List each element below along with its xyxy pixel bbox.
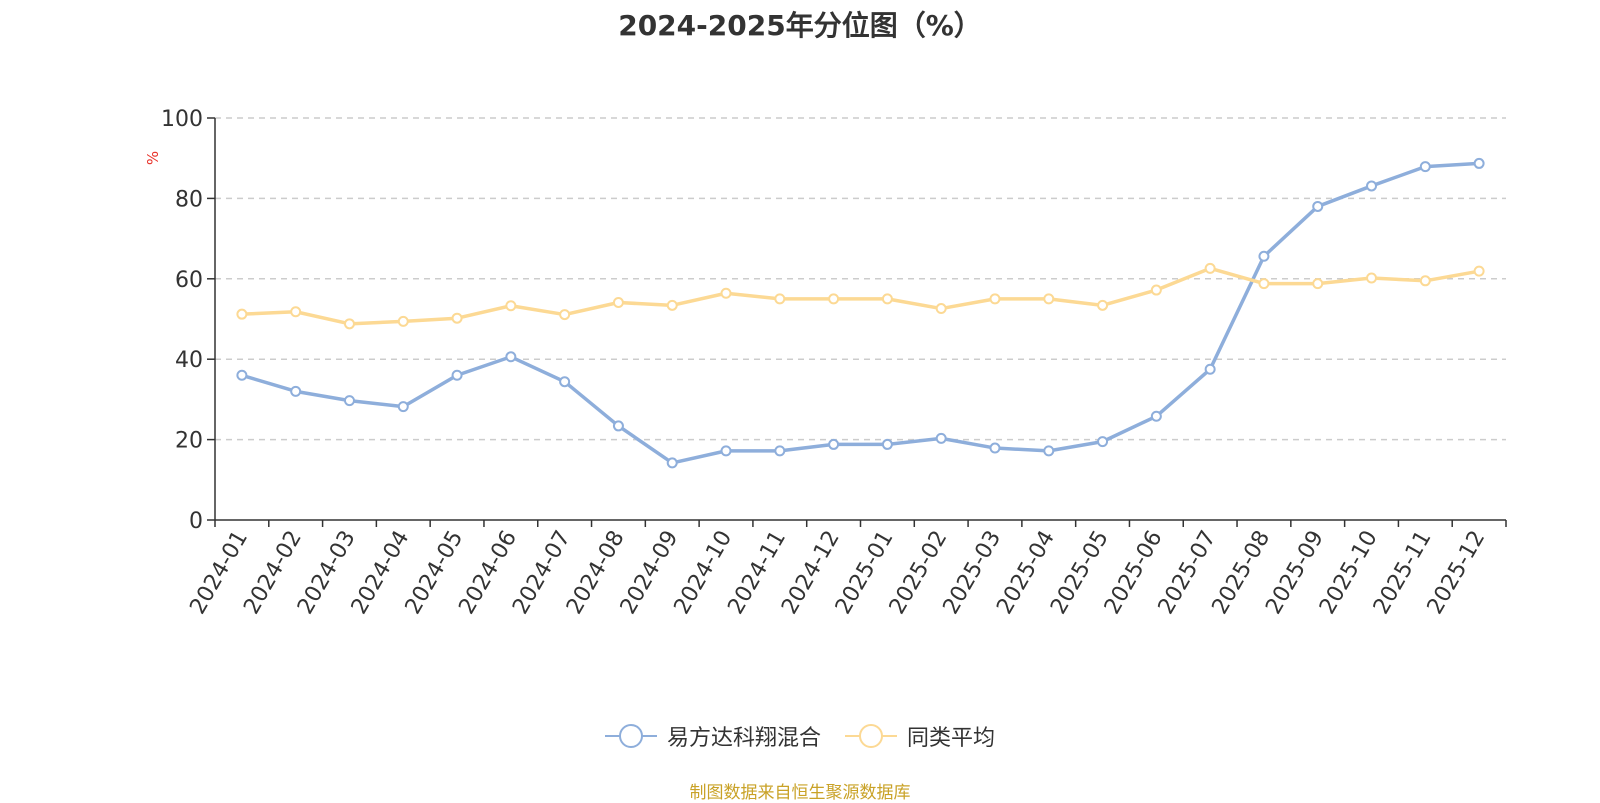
y-tick-label: 100 [161,107,203,132]
y-tick-label: 40 [175,348,203,373]
legend-swatch-series-2 [845,724,897,748]
data-point-series-1[interactable] [1204,363,1216,375]
data-point-series-2[interactable] [559,309,571,321]
series-line-2 [240,266,1481,326]
legend-item-series-1[interactable]: 易方达科翔混合 [604,720,821,752]
data-point-series-1[interactable] [559,376,571,388]
series-line-1 [240,161,1481,465]
y-tick-label: 60 [175,268,203,293]
data-point-series-1[interactable] [1097,436,1109,448]
data-point-series-2[interactable] [397,315,409,327]
y-tick-label: 20 [175,429,203,454]
data-point-series-2[interactable] [451,312,463,324]
data-point-series-2[interactable] [720,287,732,299]
data-point-series-2[interactable] [1366,272,1378,284]
data-point-series-1[interactable] [343,395,355,407]
data-points [236,157,1485,469]
data-point-series-2[interactable] [505,300,517,312]
y-tick-label: 0 [189,509,203,534]
data-point-series-2[interactable] [343,318,355,330]
data-point-series-1[interactable] [1258,250,1270,262]
data-point-series-1[interactable] [774,445,786,457]
axes: 020406080100%2024-012024-022024-032024-0… [144,107,1507,619]
data-point-series-1[interactable] [1312,200,1324,212]
data-point-series-2[interactable] [1312,278,1324,290]
y-axis-label: % [144,151,162,165]
data-point-series-2[interactable] [828,293,840,305]
data-point-series-1[interactable] [720,445,732,457]
grid-lines [215,117,1506,441]
series-lines [240,161,1481,465]
data-point-series-1[interactable] [989,442,1001,454]
data-point-series-1[interactable] [1419,161,1431,173]
data-point-series-2[interactable] [1473,265,1485,277]
y-tick-label: 80 [175,187,203,212]
legend-label-series-2: 同类平均 [907,726,996,751]
data-point-series-2[interactable] [1258,278,1270,290]
data-point-series-2[interactable] [935,303,947,315]
data-point-series-2[interactable] [1204,262,1216,274]
data-point-series-2[interactable] [236,308,248,320]
legend-label-series-1: 易方达科翔混合 [666,726,821,751]
data-point-series-2[interactable] [1043,293,1055,305]
chart-title: 2024-2025年分位图（%） [618,9,982,42]
legend-swatch-series-1 [604,724,657,748]
data-point-series-1[interactable] [828,438,840,450]
data-point-series-1[interactable] [236,369,248,381]
source-note: 制图数据来自恒生聚源数据库 [689,783,911,803]
data-point-series-1[interactable] [1043,445,1055,457]
data-point-series-2[interactable] [290,306,302,318]
data-point-series-1[interactable] [451,369,463,381]
data-point-series-2[interactable] [989,293,1001,305]
data-point-series-1[interactable] [505,351,517,363]
data-point-series-2[interactable] [1419,275,1431,287]
data-point-series-2[interactable] [666,299,678,311]
data-point-series-2[interactable] [881,293,893,305]
data-point-series-1[interactable] [612,420,624,432]
legend-item-series-2[interactable]: 同类平均 [845,720,995,752]
data-point-series-1[interactable] [1150,410,1162,422]
data-point-series-1[interactable] [881,438,893,450]
data-point-series-1[interactable] [397,401,409,413]
legend: 易方达科翔混合 同类平均 [0,720,1600,752]
data-point-series-2[interactable] [1097,299,1109,311]
data-point-series-2[interactable] [612,297,624,309]
data-point-series-2[interactable] [774,293,786,305]
data-point-series-2[interactable] [1150,284,1162,296]
data-point-series-1[interactable] [666,457,678,469]
data-point-series-1[interactable] [1473,157,1485,169]
data-point-series-1[interactable] [1366,180,1378,192]
data-point-series-1[interactable] [290,385,302,397]
data-point-series-1[interactable] [935,432,947,444]
